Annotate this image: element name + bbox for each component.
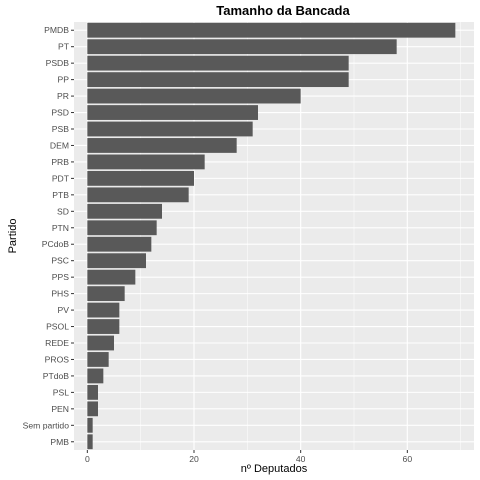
bar-pen bbox=[87, 401, 98, 417]
y-tick-label: PTN bbox=[52, 223, 69, 233]
chart-title: Tamanho da Bancada bbox=[216, 3, 350, 18]
bar-pmb bbox=[87, 434, 93, 450]
x-axis: 0 20 40 60 bbox=[85, 450, 412, 464]
bar-pdt bbox=[87, 170, 194, 186]
y-tick-label: PHS bbox=[51, 289, 69, 299]
y-axis-title: Partido bbox=[7, 219, 19, 254]
y-tick-label: PCdoB bbox=[42, 239, 69, 249]
y-tick-label: PSD bbox=[51, 108, 69, 118]
x-tick-label: 0 bbox=[85, 454, 90, 464]
y-tick-label: PPS bbox=[52, 272, 69, 282]
y-tick-label: PSL bbox=[53, 387, 69, 397]
y-tick-label: PROS bbox=[45, 354, 70, 364]
bar-psdb bbox=[87, 55, 349, 71]
y-tick-label: DEM bbox=[50, 140, 69, 150]
y-tick-label: PT bbox=[58, 42, 70, 52]
bar-sem-partido bbox=[87, 417, 93, 433]
bar-pcdob bbox=[87, 236, 152, 252]
y-tick-label: PP bbox=[58, 75, 70, 85]
bar-pros bbox=[87, 352, 109, 367]
y-tick-label: SD bbox=[57, 206, 69, 216]
y-tick-label: PSOL bbox=[46, 322, 69, 332]
y-tick-label: PR bbox=[57, 91, 69, 101]
y-tick-label: PSDB bbox=[46, 58, 70, 68]
bar-pps bbox=[87, 269, 136, 285]
y-tick-label: PMDB bbox=[44, 25, 69, 35]
y-tick-label: PMB bbox=[50, 437, 69, 447]
y-axis: PMDB PT PSDB PP PR PSD PSB DEM PRB PDT PTB SD PTN PCd… bbox=[23, 25, 74, 447]
y-tick-label: PTB bbox=[52, 190, 69, 200]
bar-ptb bbox=[87, 187, 189, 203]
bar-pv bbox=[87, 302, 120, 318]
x-tick-label: 40 bbox=[296, 454, 306, 464]
bar-pt bbox=[87, 39, 397, 55]
y-tick-label: Sem partido bbox=[23, 420, 70, 430]
bar-psc bbox=[87, 253, 146, 269]
bar-psd bbox=[87, 105, 258, 120]
bar-pmdb bbox=[87, 22, 456, 38]
bar-ptdob bbox=[87, 368, 104, 384]
bar-psol bbox=[87, 319, 120, 334]
bar-ptn bbox=[87, 220, 157, 236]
y-tick-label: PTdoB bbox=[43, 371, 70, 381]
y-tick-label: PV bbox=[58, 305, 70, 315]
bar-psb bbox=[87, 121, 253, 137]
y-tick-label: PRB bbox=[51, 157, 69, 167]
x-tick-label: 60 bbox=[403, 454, 413, 464]
bar-sd bbox=[87, 203, 162, 219]
y-tick-label: PSC bbox=[51, 256, 69, 266]
x-axis-title: nº Deputados bbox=[241, 463, 308, 475]
bar-pr bbox=[87, 88, 301, 104]
y-tick-label: PSB bbox=[52, 124, 69, 134]
y-tick-label: PDT bbox=[52, 173, 70, 183]
bar-psl bbox=[87, 384, 98, 400]
y-tick-label: PEN bbox=[51, 404, 69, 414]
y-tick-label: REDE bbox=[45, 338, 69, 348]
bar-prb bbox=[87, 154, 205, 170]
bars bbox=[87, 22, 456, 450]
x-tick-label: 20 bbox=[189, 454, 199, 464]
bar-pp bbox=[87, 72, 349, 88]
bar-phs bbox=[87, 286, 125, 302]
bar-rede bbox=[87, 335, 114, 351]
bar-dem bbox=[87, 138, 237, 153]
